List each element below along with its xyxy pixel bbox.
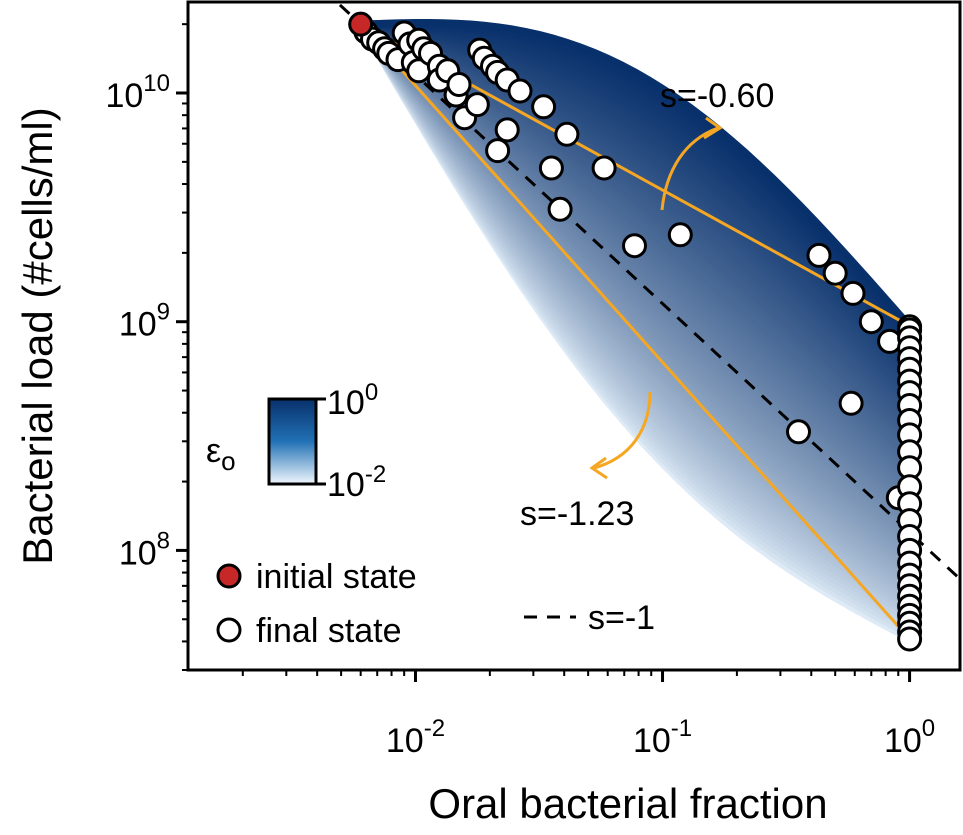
final-state-point <box>858 309 884 335</box>
y-axis-ticks: 108 109 1010 <box>105 23 188 671</box>
y-tick-label: 1010 <box>105 70 170 115</box>
final-state-point <box>840 280 866 306</box>
final-state-point <box>494 117 520 143</box>
final-state-point <box>554 121 580 147</box>
x-tick-label: 10-1 <box>633 715 692 760</box>
x-axis-ticks: 10-2 10-1 100 <box>241 670 935 760</box>
reference-line-layer <box>334 2 960 581</box>
curved-arrow-down-icon <box>593 391 652 470</box>
final-state-point <box>507 78 533 104</box>
legend-initial-label: initial state <box>256 558 417 596</box>
final-state-point <box>485 138 511 164</box>
colorbar: 100 10-2 εo <box>206 379 386 504</box>
plot-frame <box>186 0 962 672</box>
colorbar-bottom-label: 10-2 <box>327 461 386 504</box>
x-tick-label: 100 <box>884 715 935 760</box>
final-state-point <box>838 390 864 416</box>
slope-lower-annotation: s=-1.23 <box>520 391 652 533</box>
slope-lower-label: s=-1.23 <box>520 495 634 533</box>
final-state-point <box>806 242 832 268</box>
final-state-point <box>667 222 693 248</box>
colorbar-title: εo <box>206 432 236 476</box>
final-state-point <box>591 155 617 181</box>
final-state-point <box>547 196 573 222</box>
reference-slope-line <box>334 2 960 581</box>
legend-initial-marker <box>216 563 242 589</box>
x-axis-title: Oral bacterial fraction <box>428 780 827 827</box>
final-state-point <box>446 72 472 97</box>
final-state-point <box>622 233 647 259</box>
final-state-point <box>897 626 923 652</box>
final-state-markers <box>353 19 923 652</box>
final-state-point <box>822 260 848 286</box>
legend-reference-label: s=-1 <box>588 599 655 637</box>
legend-final-marker <box>216 617 242 643</box>
final-state-point <box>786 419 811 445</box>
legend-final-label: final state <box>256 612 402 650</box>
arrowhead-down-icon <box>589 456 608 480</box>
curved-arrow-up-icon <box>660 126 719 211</box>
final-state-point <box>464 92 490 118</box>
arrowhead-up-icon <box>703 116 723 140</box>
x-tick-label: 10-2 <box>386 715 445 760</box>
initial-state-marker <box>348 11 374 37</box>
y-tick-label: 109 <box>119 299 170 344</box>
final-state-point <box>531 94 557 120</box>
final-state-point <box>538 155 564 181</box>
slope-upper-annotation: s=-0.60 <box>660 77 774 211</box>
slope-upper-label: s=-0.60 <box>660 77 774 115</box>
colorbar-gradient <box>267 397 318 486</box>
y-axis-title: Bacterial load (#cells/ml) <box>14 107 61 565</box>
legend: initial state final state s=-1 <box>216 558 655 650</box>
trajectory-curve <box>360 19 913 329</box>
colorbar-top-label: 100 <box>327 379 378 422</box>
initial-state-point <box>348 11 374 37</box>
y-tick-label: 108 <box>119 527 170 572</box>
